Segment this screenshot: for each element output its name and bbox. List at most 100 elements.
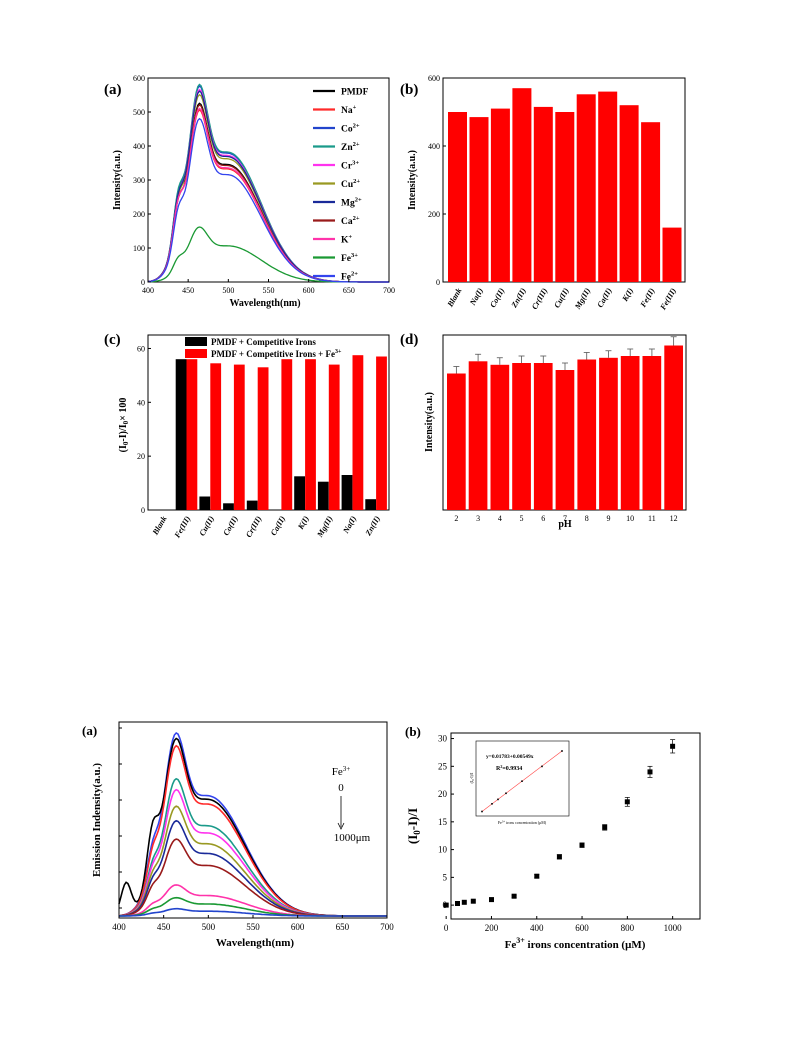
- x-tick-label: 700: [383, 286, 395, 295]
- bar: [619, 105, 639, 282]
- data-point: [511, 893, 517, 899]
- panel-a2-xticks: 400 450 500 550 600 650 700: [112, 915, 394, 932]
- y-tick-label: 500: [133, 108, 145, 117]
- svg-text:(I0-I)/I0× 100: (I0-I)/I0× 100: [118, 398, 130, 453]
- legend-entry: K+: [341, 234, 352, 246]
- y-tick-label: 200: [428, 210, 440, 219]
- y-tick-label: 400: [428, 142, 440, 151]
- panel-b2-points: [443, 739, 676, 908]
- panel-b-label: (b): [400, 82, 418, 98]
- panel-d-bars: [447, 336, 683, 511]
- bar: [576, 94, 596, 282]
- arrow-head: [337, 822, 345, 830]
- legend-entry: Ca2+: [341, 215, 360, 227]
- bar: [469, 117, 489, 282]
- panel-a-top: (a) 400 450 500 550 600 650 700 0 100 200 300 400 5…: [104, 74, 395, 309]
- panel-c-legend: PMDF + Competitive Irons PMDF + Competit…: [185, 337, 342, 359]
- legend-entry: Co2+: [341, 123, 360, 135]
- bar-black: [294, 476, 305, 510]
- inset-point: [561, 750, 563, 752]
- panel-b2-yticks: 0 5 10 15 20 25 30: [438, 734, 454, 910]
- panel-b2-xticks: 0 200 400 600 800 1000: [444, 916, 682, 933]
- x-tick-label: Cu(II): [198, 514, 217, 537]
- data-point: [647, 769, 653, 775]
- bar: [620, 356, 640, 510]
- legend-entry: Mg2+: [341, 197, 362, 209]
- x-tick-label: 500: [222, 286, 234, 295]
- panel-a2-label: (a): [82, 723, 97, 738]
- bar: [664, 345, 683, 510]
- bar: [555, 370, 575, 510]
- x-tick-label: 11: [648, 514, 656, 523]
- x-tick-label: Mg(II): [573, 286, 593, 311]
- x-tick-label: 700: [380, 922, 394, 932]
- x-tick-label: Fe(II): [638, 286, 657, 309]
- x-tick-label: Ca(II): [595, 286, 613, 309]
- bar: [642, 356, 662, 510]
- panel-d-xlabel: pH: [558, 519, 572, 530]
- bar: [533, 363, 553, 510]
- panel-b2-frame: [450, 732, 701, 920]
- panel-d-xticks: 2 3 4 5 6 7 8 9 10 11 12: [454, 514, 677, 523]
- x-tick-label: 600: [303, 286, 315, 295]
- x-tick-label: Na(I): [341, 514, 359, 535]
- legend-entry: PMDF: [341, 88, 369, 98]
- x-tick-label: 2: [454, 514, 458, 523]
- x-tick-label: 0: [444, 923, 449, 933]
- data-point: [556, 854, 562, 860]
- bar: [577, 359, 597, 510]
- x-tick-label: 200: [485, 923, 499, 933]
- annotation-end: 1000μm: [334, 832, 371, 844]
- x-tick-label: 600: [575, 923, 589, 933]
- x-tick-label: 800: [621, 923, 635, 933]
- x-tick-label: 400: [530, 923, 544, 933]
- panel-a-yticks: 0 100 200 300 400 500 600: [133, 74, 151, 287]
- panel-d-ylabel: Intensity(a.u.): [424, 392, 435, 452]
- x-tick-label: 500: [202, 922, 216, 932]
- legend-entry: Fe2+: [341, 271, 358, 283]
- y-tick-label: 15: [438, 817, 448, 827]
- x-tick-label: Mg(II): [315, 514, 335, 539]
- inset-point: [497, 798, 499, 801]
- x-tick-label: Ca(II): [269, 514, 287, 537]
- data-point: [579, 842, 585, 848]
- bar-red: [352, 355, 364, 510]
- x-tick-label: Zn(II): [363, 514, 382, 538]
- x-tick-label: Fe(III): [172, 514, 192, 540]
- data-point: [602, 824, 608, 830]
- x-tick-label: 4: [498, 514, 502, 523]
- x-tick-label: Na(I): [468, 286, 486, 307]
- bar: [468, 361, 488, 511]
- x-tick-label: 5: [520, 514, 524, 523]
- y-tick-label: 0: [141, 278, 145, 287]
- x-tick-label: 8: [585, 514, 589, 523]
- data-point: [443, 902, 449, 908]
- inset-xlabel: Fe3+ irons concentration (μM): [498, 820, 547, 826]
- data-point: [489, 897, 494, 903]
- y-tick-label: 30: [438, 734, 448, 744]
- panel-c-ylabel: (I0-I)/I0× 100: [118, 398, 130, 453]
- bar-red: [233, 364, 245, 510]
- bar: [490, 108, 510, 282]
- legend-entry: Zn2+: [341, 141, 360, 153]
- y-tick-label: 300: [133, 176, 145, 185]
- y-tick-label: 0: [436, 278, 440, 287]
- panel-b-bottom: (b) 0 200 400 600 800 1000 0 5 10 15 20 25 30 Fe3+ …: [405, 724, 701, 951]
- x-tick-label: 6: [541, 514, 545, 523]
- bar-black: [365, 499, 377, 510]
- bar: [447, 373, 466, 510]
- x-tick-label: 1000: [664, 923, 683, 933]
- x-tick-label: 12: [670, 514, 678, 523]
- panel-b-yticks: 0 200 400 600: [428, 74, 446, 287]
- bar: [598, 91, 618, 282]
- bar: [599, 357, 618, 511]
- panel-b-bars: [448, 88, 682, 283]
- y-tick-label: 600: [133, 74, 145, 83]
- legend-entry: Na+: [341, 104, 357, 116]
- legend-entry: Cr3+: [341, 160, 359, 172]
- panel-b2-label: (b): [405, 724, 421, 739]
- panel-c: (c) 0 20 40 60 Blank Fe(III) Cu(II) Co(II) Cr(I…: [104, 332, 390, 540]
- data-point: [455, 901, 460, 906]
- panel-a-ylabel: Intensity(a.u.): [112, 150, 123, 210]
- x-tick-label: 9: [606, 514, 610, 523]
